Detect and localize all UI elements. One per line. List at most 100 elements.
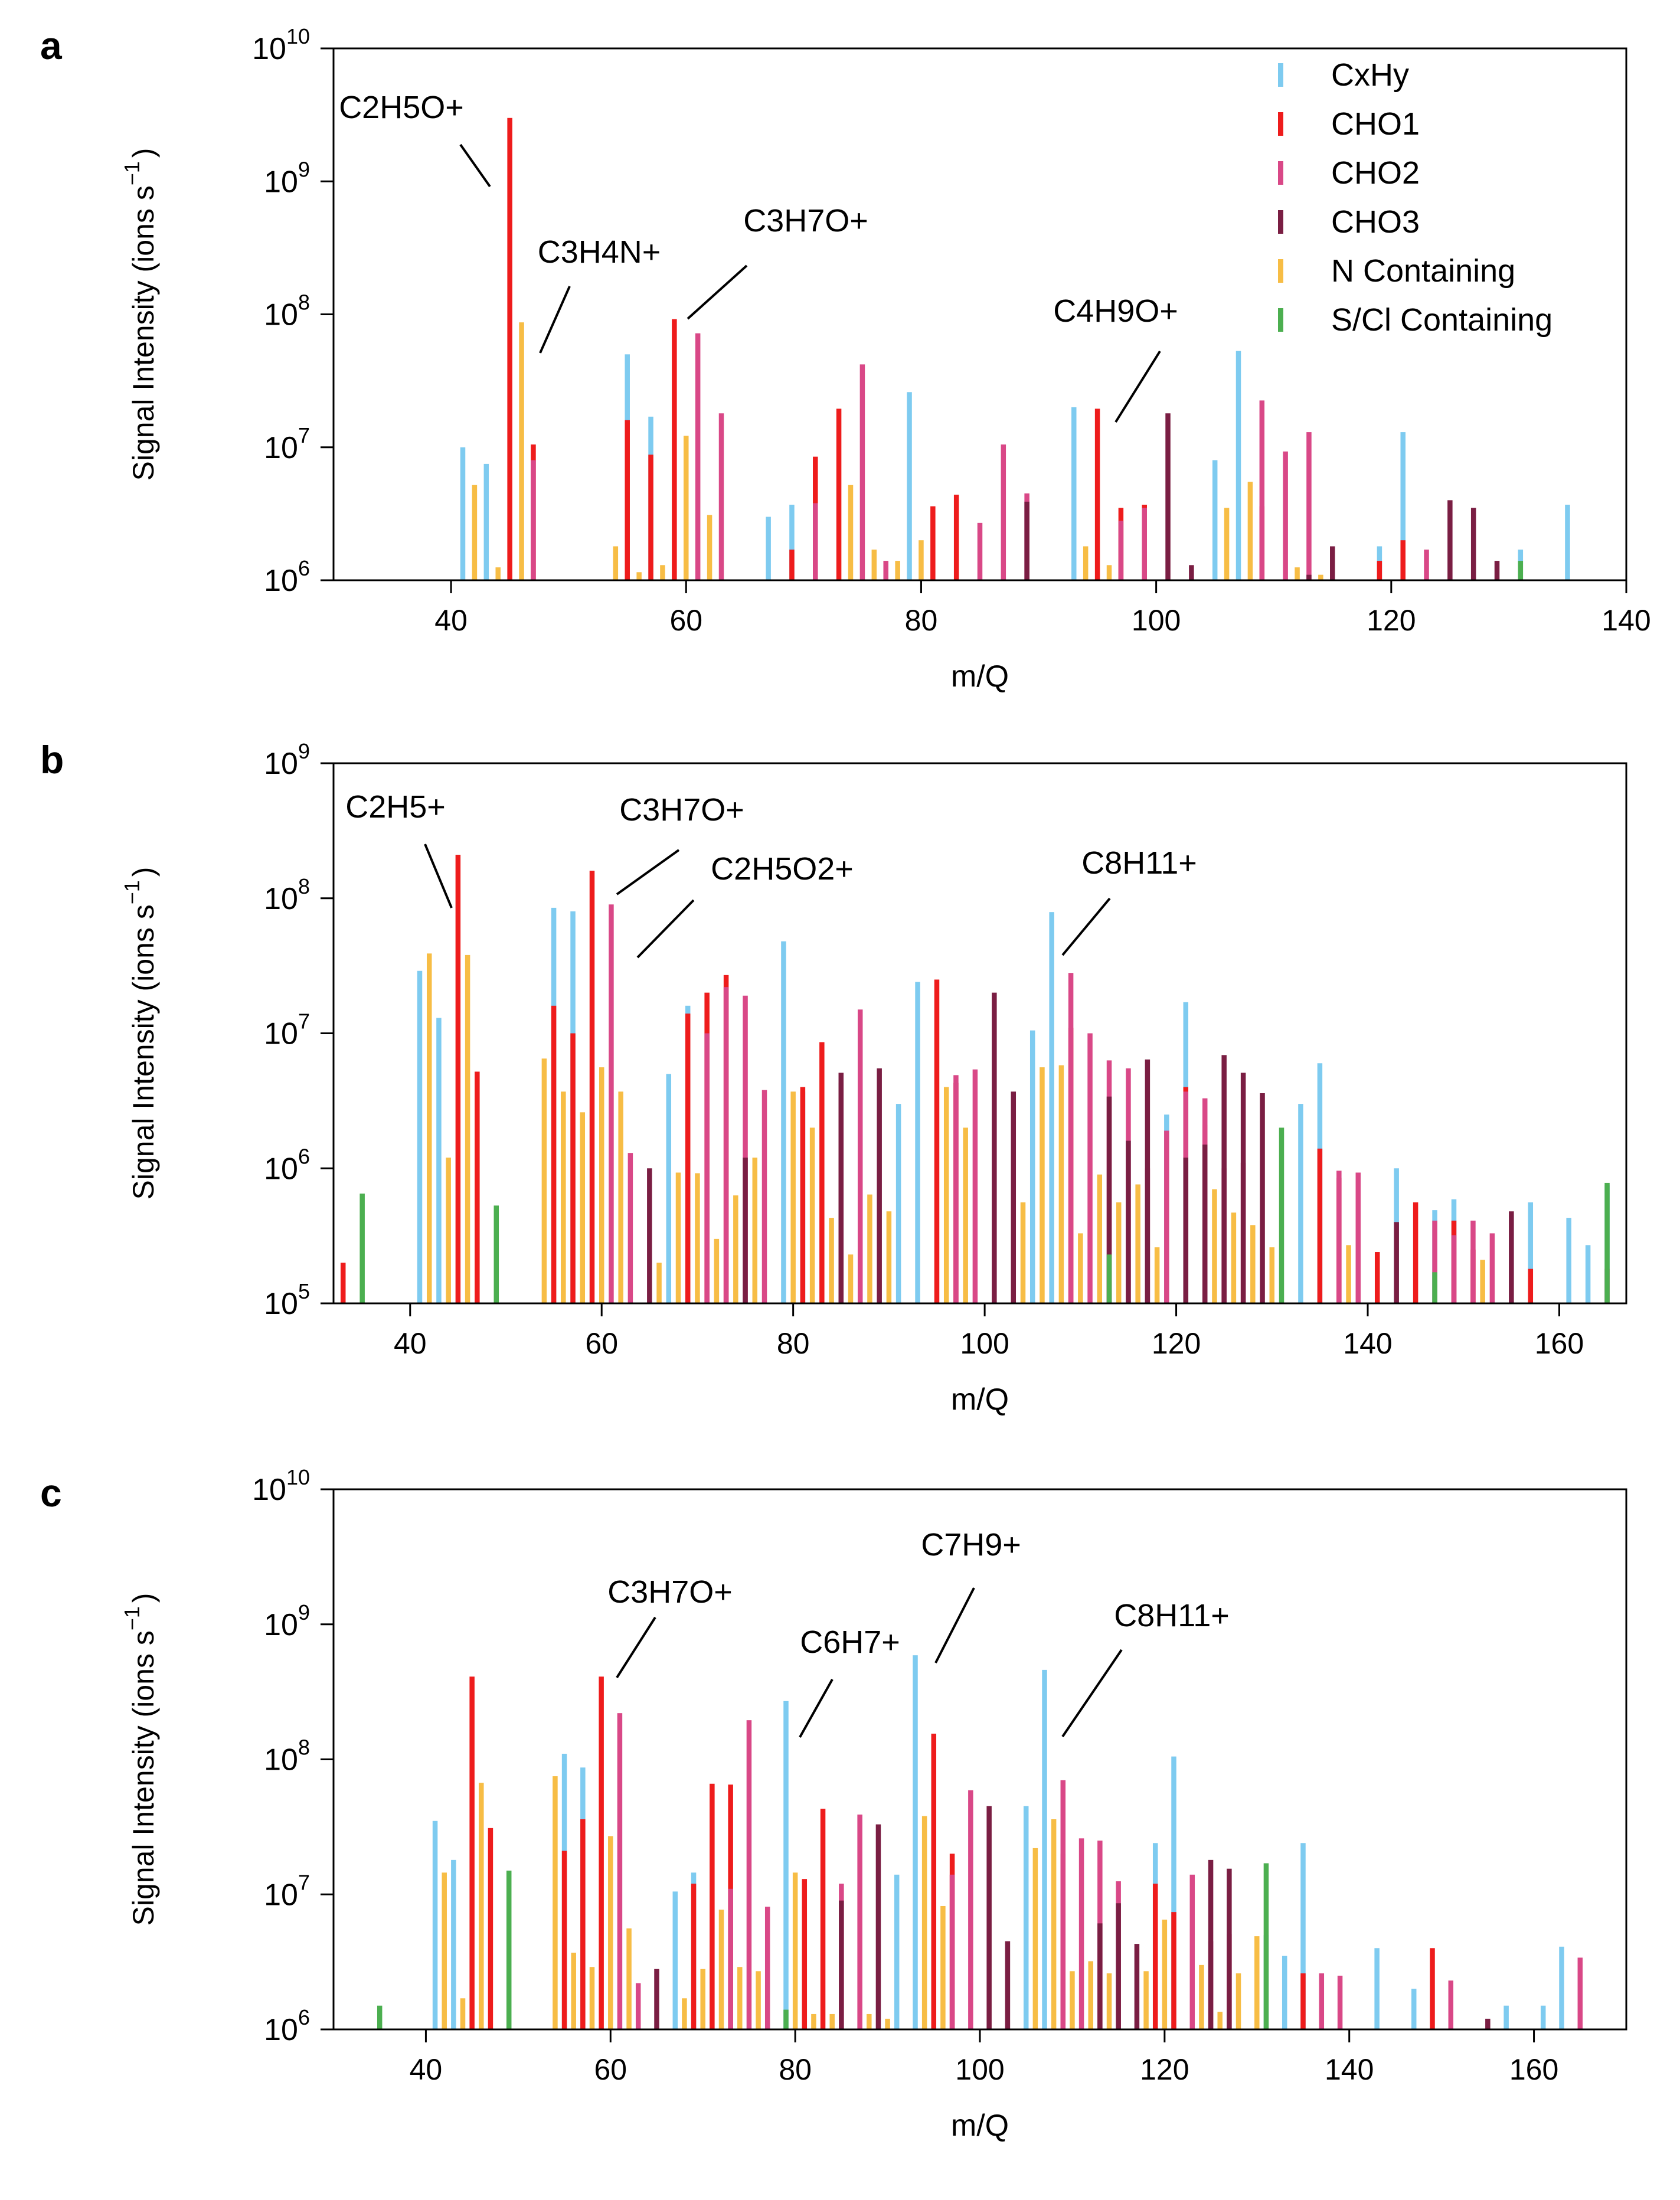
bar-cho3-mz-65 xyxy=(647,1168,652,1303)
bar-n-containing-mz-120 xyxy=(1162,1920,1168,2029)
bar-n-containing-mz-56 xyxy=(636,572,642,580)
bar-cho3-mz-103 xyxy=(1189,565,1194,580)
bar-n-containing-mz-54 xyxy=(541,1058,547,1303)
annotation-leader-line xyxy=(1061,897,1111,956)
bar-cho1-mz-59 xyxy=(599,1676,604,2029)
legend-swatch-s-cl-containing xyxy=(1278,308,1283,332)
bar-n-containing-mz-44 xyxy=(446,1158,451,1303)
bar-cho1-mz-47 xyxy=(488,1828,493,2029)
bar-cho3-mz-155 xyxy=(1509,1211,1514,1303)
bar-n-containing-mz-72 xyxy=(718,1910,724,2029)
legend-swatch-n-containing xyxy=(1278,259,1283,283)
bar-cho1-mz-69 xyxy=(789,550,795,580)
bar-n-containing-mz-112 xyxy=(1097,1174,1103,1303)
bar-cho1-mz-83 xyxy=(819,1042,825,1303)
bar-n-containing-mz-112 xyxy=(1088,1961,1093,2029)
bar-n-containing-mz-42 xyxy=(426,953,432,1303)
bar-s-cl-containing-mz-165 xyxy=(1604,1182,1610,1303)
series-n-containing xyxy=(472,322,1323,580)
annotations: C3H7O+ C6H7+ C7H9+ C8H11+ xyxy=(607,1527,1230,1738)
bar-cho3-mz-115 xyxy=(1330,546,1335,580)
bar-cho1-mz-119 xyxy=(1152,1884,1158,2029)
bar-cho2-mz-123 xyxy=(1189,1874,1195,2029)
bar-cho2-mz-61 xyxy=(617,1713,623,2029)
legend-label-cho1: CHO1 xyxy=(1331,106,1420,142)
bar-cho1-mz-71 xyxy=(710,1783,715,2029)
bar-n-containing-mz-78 xyxy=(895,561,900,580)
annotation-c3h4n: C3H4N+ xyxy=(538,234,661,270)
bar-cho2-mz-151 xyxy=(1470,1220,1476,1303)
bar-cxhy-mz-91 xyxy=(894,1874,900,2029)
panel-a: a 40 60 80 100 120 140 m/Q 106 107 108 109 1010 Signa… xyxy=(40,24,1651,694)
bar-s-cl-containing-mz-79 xyxy=(783,2009,789,2029)
y-axis: 105 106 107 108 109 xyxy=(264,739,334,1321)
bar-n-containing-mz-96 xyxy=(943,1087,949,1303)
bar-cxhy-mz-163 xyxy=(1585,1245,1591,1303)
bar-cxhy-mz-41 xyxy=(432,1820,438,2029)
bar-cho2-mz-139 xyxy=(1337,1975,1343,2029)
annotations: C2H5+ C3H7O+ C2H5O2+ C8H11+ xyxy=(345,789,1197,959)
annotation-leader-line xyxy=(459,143,491,188)
panel-letter-b: b xyxy=(40,738,64,782)
bar-cxhy-mz-91 xyxy=(895,1104,901,1303)
annotation-c8h11: C8H11+ xyxy=(1081,845,1197,881)
x-tick-label: 120 xyxy=(1140,2053,1189,2086)
bar-n-containing-mz-72 xyxy=(714,1238,720,1303)
x-axis-label: m/Q xyxy=(951,659,1009,694)
bar-cho1-mz-81 xyxy=(930,506,936,580)
bar-cho1-mz-45 xyxy=(507,117,512,580)
legend: CxHy CHO1 CHO2 CHO3 N Containing S/Cl Contain… xyxy=(1278,57,1552,338)
y-tick-label: 108 xyxy=(264,290,310,332)
annotation-c7h9: C7H9+ xyxy=(921,1527,1021,1562)
annotation-c2h5o2: C2H5O2+ xyxy=(711,851,854,887)
series-s-cl-containing xyxy=(1518,561,1524,580)
bar-n-containing-mz-46 xyxy=(519,322,524,580)
y-tick-label: 107 xyxy=(264,1870,310,1912)
x-tick-label: 60 xyxy=(594,2053,627,2086)
bar-cho2-mz-77 xyxy=(883,561,888,580)
bar-cho1-mz-135 xyxy=(1317,1148,1323,1303)
x-tick-label: 80 xyxy=(779,2053,812,2086)
bar-n-containing-mz-108 xyxy=(1051,1819,1057,2029)
bar-cho2-mz-111 xyxy=(1283,451,1288,580)
bar-cho3-mz-129 xyxy=(1494,561,1500,580)
bar-cho1-mz-57 xyxy=(570,1033,576,1303)
bar-n-containing-mz-114 xyxy=(1116,1202,1122,1303)
bar-cho2-mz-99 xyxy=(972,1069,978,1303)
bar-cho2-mz-73 xyxy=(728,1888,733,2029)
x-tick-label: 60 xyxy=(669,604,702,637)
bar-cho1-mz-55 xyxy=(551,1005,557,1303)
bar-cho3-mz-155 xyxy=(1485,2018,1491,2029)
bar-cho2-mz-47 xyxy=(531,460,536,580)
bar-cxhy-mz-79 xyxy=(781,941,786,1303)
bar-cho3-mz-125 xyxy=(1447,500,1453,580)
y-tick-label: 109 xyxy=(264,1600,310,1642)
bar-cxhy-mz-135 xyxy=(1300,1843,1306,2029)
bar-cho2-mz-113 xyxy=(1306,432,1312,580)
bar-cho3-mz-143 xyxy=(1394,1222,1399,1303)
bar-n-containing-mz-126 xyxy=(1231,1212,1237,1303)
x-axis: 40 60 80 100 120 140 xyxy=(434,580,1651,637)
bar-cho2-mz-63 xyxy=(718,413,724,580)
x-tick-label: 80 xyxy=(777,1327,810,1360)
annotation-c3h7o: C3H7O+ xyxy=(607,1574,733,1610)
legend-label-cho2: CHO2 xyxy=(1331,155,1420,191)
bar-cho3-mz-89 xyxy=(1024,501,1029,580)
series-cho1 xyxy=(507,117,1406,580)
bar-cho2-mz-87 xyxy=(857,1815,862,2029)
bar-cxhy-mz-79 xyxy=(783,1701,789,2029)
bar-n-containing-mz-94 xyxy=(921,1816,927,2029)
bar-n-containing-mz-152 xyxy=(1480,1260,1485,1303)
bar-cho1-mz-149 xyxy=(1430,1948,1435,2029)
bar-cho2-mz-75 xyxy=(746,1720,752,2029)
annotation-leader-line xyxy=(636,899,695,959)
x-tick-label: 140 xyxy=(1325,2053,1374,2086)
bar-n-containing-mz-54 xyxy=(613,546,619,580)
bar-cho3-mz-113 xyxy=(1097,1923,1103,2029)
bar-n-containing-mz-84 xyxy=(829,1218,834,1303)
annotation-leader-line xyxy=(799,1679,834,1738)
bar-cho2-mz-75 xyxy=(743,995,748,1303)
bar-cho3-mz-101 xyxy=(986,1806,992,2029)
bar-cxhy-mz-121 xyxy=(1400,432,1406,580)
bar-n-containing-mz-108 xyxy=(1247,482,1253,580)
